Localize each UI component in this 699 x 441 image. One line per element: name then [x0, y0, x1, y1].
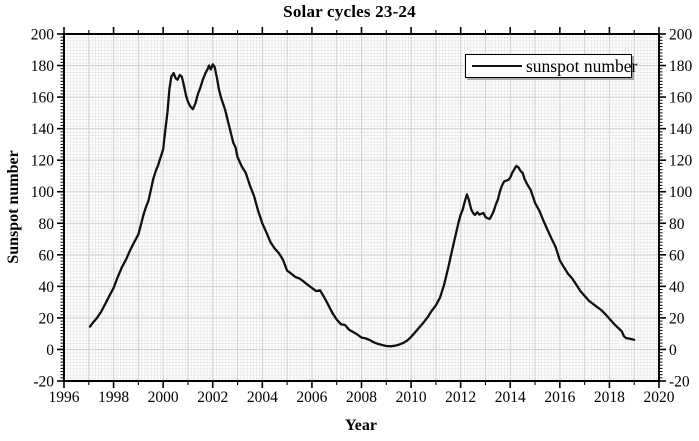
legend-entry-label: sunspot number	[526, 55, 638, 76]
y-tick-label: 80	[39, 216, 55, 233]
y-tick-label: 200	[669, 27, 693, 44]
sunspot-number-curve	[88, 63, 636, 348]
x-tick-label: 2020	[644, 389, 675, 406]
major-gridlines	[64, 34, 659, 381]
legend: sunspot number	[465, 54, 637, 78]
y-tick-label: 200	[31, 27, 55, 44]
x-tick-label: 1998	[98, 389, 129, 406]
plot-frame	[63, 33, 660, 382]
y-tick-label: -20	[669, 374, 690, 391]
y-tick-label: 60	[669, 247, 685, 264]
x-tick-label: 2008	[346, 389, 377, 406]
x-tick-label: 2018	[594, 389, 625, 406]
legend-line-sample-icon	[472, 65, 522, 67]
x-tick-label: 2012	[445, 389, 476, 406]
y-tick-label: 120	[31, 153, 55, 170]
y-tick-label: 20	[39, 310, 55, 327]
y-tick-label: 120	[669, 153, 693, 170]
x-tick-label: 2000	[148, 389, 179, 406]
y-tick-labels-left: -20 0 20 40 60 80 100 120 140 160 180 200	[31, 27, 55, 391]
y-tick-label: 140	[669, 121, 693, 138]
x-tick-label: 2010	[396, 389, 427, 406]
x-tick-label: 2016	[544, 389, 575, 406]
y-tick-label: 40	[39, 279, 55, 296]
y-tick-label: 180	[31, 58, 55, 75]
y-tick-label: 180	[669, 58, 693, 75]
x-tick-label: 1996	[49, 389, 80, 406]
x-tick-label: 2004	[247, 389, 278, 406]
y-tick-label: 0	[669, 342, 677, 359]
y-tick-label: 40	[669, 279, 685, 296]
y-tick-labels-right: -20 0 20 40 60 80 100 120 140 160 180 200	[669, 27, 693, 391]
y-tick-label: 0	[46, 342, 54, 359]
y-tick-label: 100	[669, 184, 693, 201]
y-axis-title: Sunspot number	[5, 150, 22, 264]
y-tick-label: 80	[669, 216, 685, 233]
x-tick-label: 2014	[495, 389, 526, 406]
x-tick-label: 2002	[197, 389, 228, 406]
y-tick-label: 20	[669, 310, 685, 327]
chart-title: Solar cycles 23-24	[283, 2, 416, 21]
x-tick-label: 2006	[296, 389, 327, 406]
y-tick-label: 160	[669, 90, 693, 107]
y-tick-label: 60	[39, 247, 55, 264]
y-tick-label: 100	[31, 184, 55, 201]
y-tick-label: 140	[31, 121, 55, 138]
y-tick-label: -20	[33, 374, 54, 391]
x-tick-labels: 1996 1998 2000 2002 2004 2006 2008 2010 2012 2014…	[49, 389, 675, 406]
x-axis-title: Year	[345, 417, 377, 434]
y-tick-label: 160	[31, 90, 55, 107]
